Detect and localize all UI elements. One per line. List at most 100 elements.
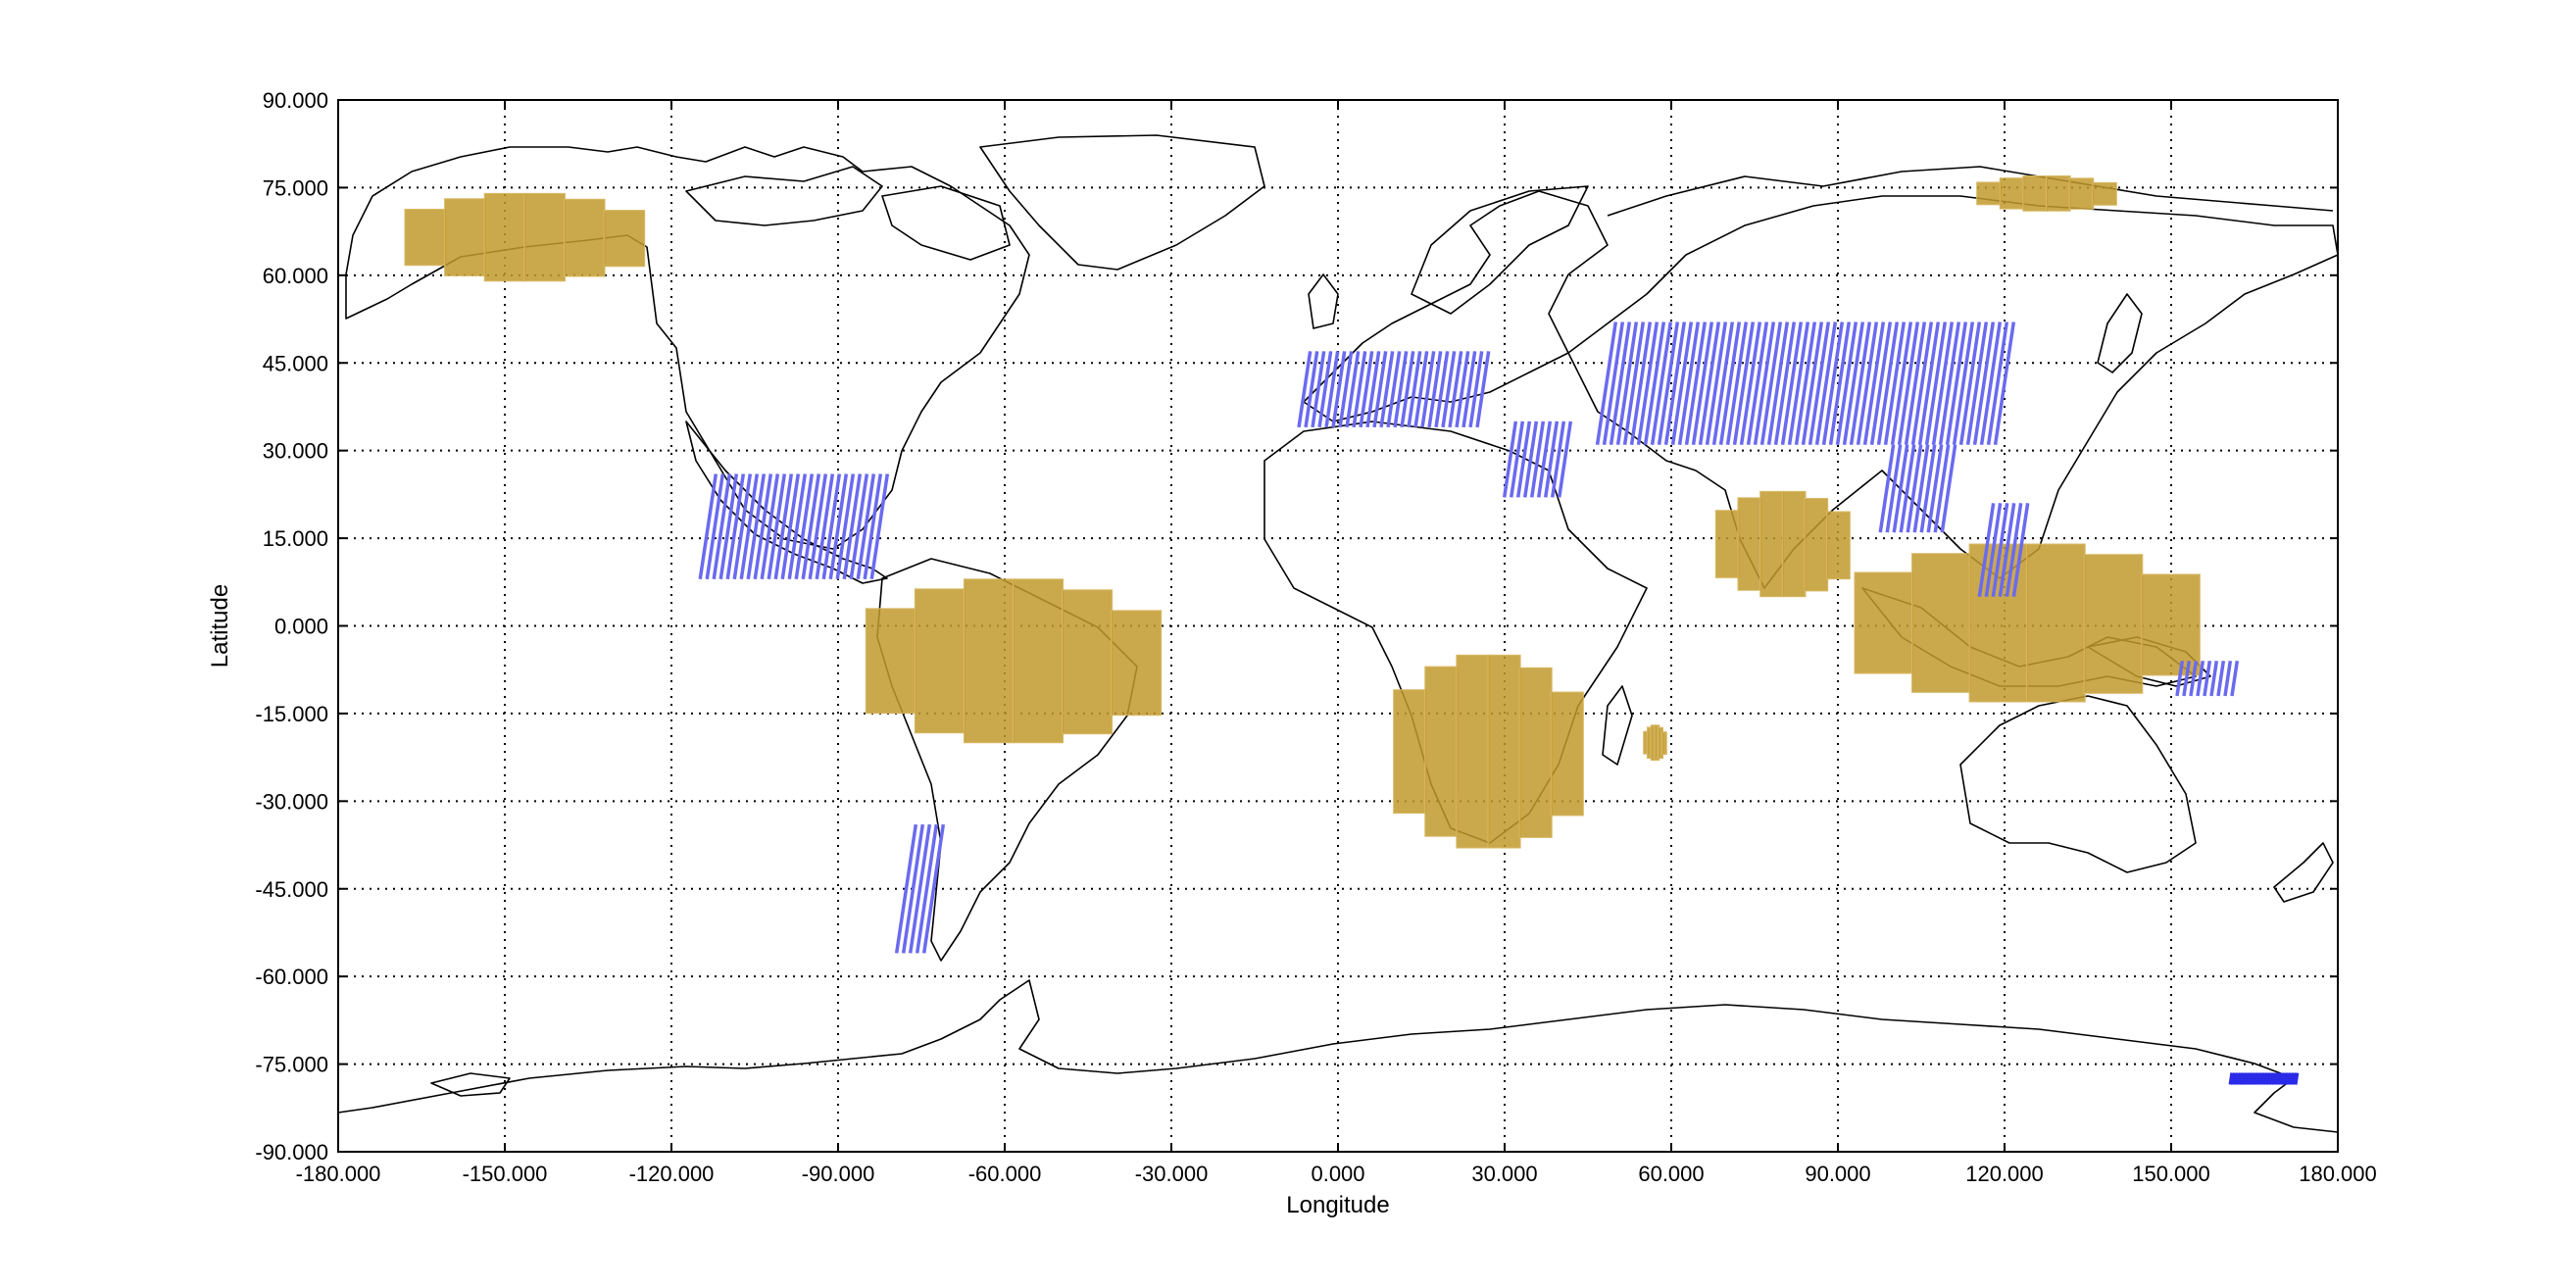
- swath-line: [1615, 322, 1639, 445]
- y-tick-label: 45.000: [263, 351, 328, 375]
- y-tick-label: 30.000: [263, 439, 328, 464]
- swath-line: [1515, 421, 1532, 498]
- swath-line: [1324, 351, 1340, 428]
- dense-swath-line: [2284, 1072, 2291, 1085]
- coastline-north-america: [345, 146, 1030, 550]
- coverage-strip: [1456, 654, 1490, 849]
- swath-line: [1906, 444, 1923, 533]
- x-tick-labels: -180.000 -150.000 -120.000 -90.000 -60.000 -3…: [296, 100, 2377, 1186]
- dense-swath-line: [2269, 1072, 2276, 1085]
- swath-line: [1878, 444, 1896, 533]
- swath-line: [1814, 322, 1838, 445]
- y-tick-label: -45.000: [255, 877, 328, 902]
- swath-line: [2223, 661, 2233, 697]
- swath-line: [1910, 322, 1934, 445]
- swath-line: [1297, 351, 1313, 428]
- swath-line: [2230, 661, 2240, 697]
- swath-line: [1808, 322, 1831, 445]
- swath-line: [1933, 444, 1951, 533]
- swath-line: [1919, 444, 1937, 533]
- swath-line: [780, 473, 801, 580]
- swath-line: [1461, 351, 1477, 428]
- swath-line: [808, 473, 828, 580]
- swath-line: [1725, 322, 1749, 445]
- swath-line: [1386, 351, 1402, 428]
- swath-line: [849, 473, 869, 580]
- swath-line: [1984, 503, 2003, 597]
- swath-line: [1509, 421, 1525, 498]
- swath-line: [1441, 351, 1457, 428]
- swath-line: [1468, 351, 1484, 428]
- swath-line: [1609, 322, 1632, 445]
- swath-line: [869, 473, 890, 580]
- swath-line: [1705, 322, 1728, 445]
- coverage-region: [1714, 490, 1851, 598]
- coastline-europe: [1303, 190, 1609, 422]
- swath-line: [1372, 351, 1388, 428]
- swath-line: [1684, 322, 1708, 445]
- swath-line: [1842, 322, 1865, 445]
- swath-line: [921, 823, 946, 954]
- x-tick-label: 180.000: [2299, 1162, 2377, 1186]
- swath-line: [1711, 322, 1735, 445]
- swath-region: [2175, 661, 2240, 697]
- swath-line: [1801, 322, 1824, 445]
- coverage-strip: [1661, 731, 1667, 756]
- coverage-strip: [914, 588, 966, 734]
- swath-line: [1835, 322, 1858, 445]
- coverage-strip: [404, 208, 447, 267]
- swath-line: [1732, 322, 1756, 445]
- coverage-strip: [603, 210, 646, 268]
- swath-line: [1536, 421, 1553, 498]
- swath-line: [794, 473, 815, 580]
- coverage-region: [1976, 174, 2117, 212]
- coastline-arctic-russia: [1607, 166, 2334, 217]
- swath-line: [1677, 322, 1701, 445]
- coastline-canadian-arctic: [685, 166, 883, 226]
- swath-line: [1993, 322, 2016, 445]
- swath-line: [746, 473, 767, 580]
- swath-line: [1455, 351, 1470, 428]
- x-tick-label: 0.000: [1311, 1162, 1364, 1186]
- y-tick-label: 90.000: [263, 88, 328, 113]
- swath-line: [725, 473, 746, 580]
- coastline-antarctica: [337, 979, 2339, 1133]
- coverage-strip: [1518, 667, 1553, 838]
- swath-line: [1862, 322, 1886, 445]
- swath-line: [1924, 322, 1948, 445]
- swath-line: [1746, 322, 1769, 445]
- swath-line: [739, 473, 760, 580]
- y-tick-label: -75.000: [255, 1053, 328, 1077]
- swath-line: [1759, 322, 1783, 445]
- swath-line: [1550, 421, 1566, 498]
- swath-line: [1849, 322, 1872, 445]
- swath-line: [760, 473, 780, 580]
- coverage-region: [1393, 654, 1584, 849]
- coverage-strip: [1111, 610, 1163, 717]
- coverage-strip: [2046, 174, 2071, 212]
- y-tick-label: 15.000: [263, 526, 328, 551]
- swath-line: [1965, 322, 1989, 445]
- coverage-strip: [1487, 654, 1521, 849]
- swath-line: [2005, 503, 2023, 597]
- coastline-scandinavia: [1411, 185, 1589, 315]
- dense-swath-region: [2228, 1072, 2300, 1085]
- swath-line: [1892, 444, 1909, 533]
- swath-line: [1420, 351, 1436, 428]
- x-tick-label: -150.000: [463, 1162, 548, 1186]
- swath-line: [1869, 322, 1893, 445]
- swath-line: [908, 823, 932, 954]
- coastline-baffin: [881, 185, 1011, 261]
- swath-line: [1352, 351, 1367, 428]
- swath-line: [901, 823, 925, 954]
- coverage-strip: [444, 198, 486, 276]
- coverage-strip: [2141, 573, 2201, 676]
- swath-line: [915, 823, 939, 954]
- coverage-strip: [1999, 177, 2025, 210]
- coastline-greenland: [979, 134, 1265, 271]
- swath-line: [1794, 322, 1817, 445]
- y-tick-label: 60.000: [263, 264, 328, 288]
- coverage-strip: [1013, 578, 1065, 744]
- swath-line: [732, 473, 753, 580]
